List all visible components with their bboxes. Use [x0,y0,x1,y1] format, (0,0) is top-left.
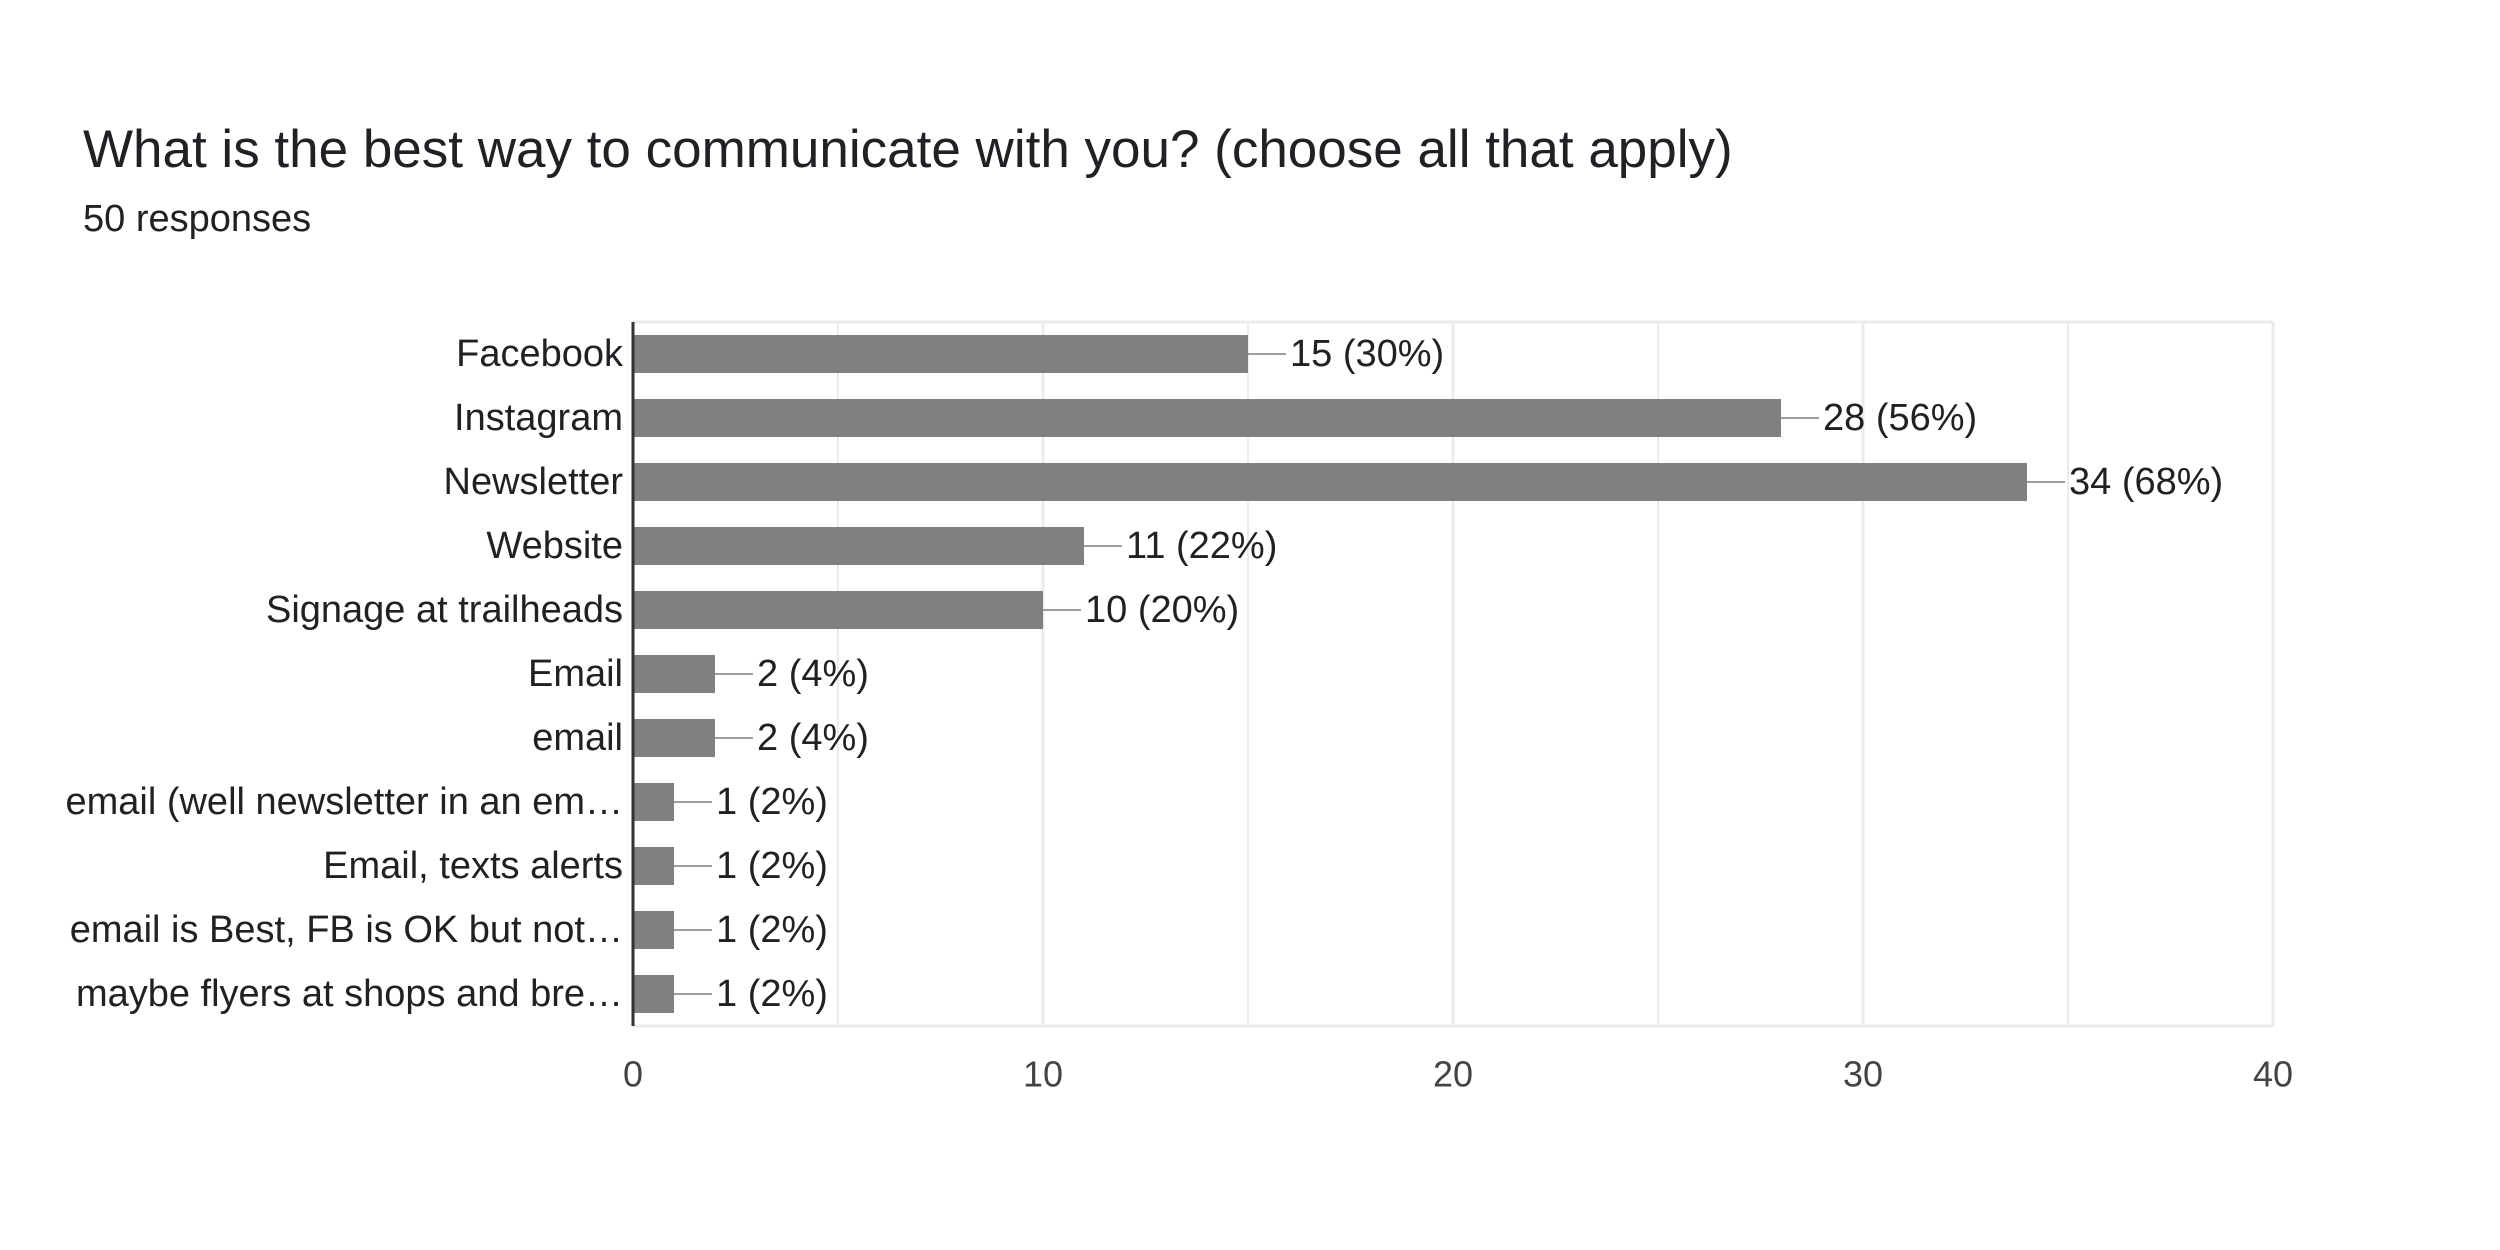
data-label: 2 (4%) [757,717,869,759]
bar [633,719,715,757]
bar [633,783,674,821]
response-count: 50 responses [83,198,312,240]
x-tick-label: 10 [1023,1054,1063,1095]
category-label: Signage at trailheads [266,589,623,631]
x-tick-label: 40 [2253,1054,2293,1095]
bar [633,975,674,1013]
category-label: Email [528,653,623,695]
bar [633,655,715,693]
bars [631,322,2065,1026]
data-label: 34 (68%) [2069,461,2223,503]
chart-title: What is the best way to communicate with… [83,120,1733,179]
bar [633,591,1043,629]
labels: Facebook 15 (30%) Instagram 28 (56%) Newslet… [65,333,2293,1095]
data-label: 2 (4%) [757,653,869,695]
data-label: 28 (56%) [1823,397,1977,439]
bar [633,463,2027,501]
category-label: email is Best, FB is OK but not… [70,909,623,951]
data-label: 11 (22%) [1126,525,1277,567]
category-label: maybe flyers at shops and bre… [76,973,623,1015]
bar [633,847,674,885]
x-tick-label: 20 [1433,1054,1473,1095]
category-label: Instagram [454,397,623,439]
category-label: Website [486,525,623,567]
data-label: 1 (2%) [716,781,828,823]
x-tick-label: 30 [1843,1054,1883,1095]
data-label: 1 (2%) [716,845,828,887]
category-label: Facebook [456,333,624,375]
grid-lines [633,320,2275,1028]
bar [633,335,1248,373]
x-tick-label: 0 [623,1054,643,1095]
category-label: Newsletter [444,461,624,503]
category-label: email (well newsletter in an em… [65,781,623,823]
data-label: 1 (2%) [716,973,828,1015]
data-label: 1 (2%) [716,909,828,951]
data-label: 15 (30%) [1290,333,1444,375]
bar [633,911,674,949]
category-label: Email, texts alerts [323,845,623,887]
bar [633,527,1084,565]
category-label: email [532,717,623,759]
bar [633,399,1781,437]
data-label: 10 (20%) [1085,589,1239,631]
